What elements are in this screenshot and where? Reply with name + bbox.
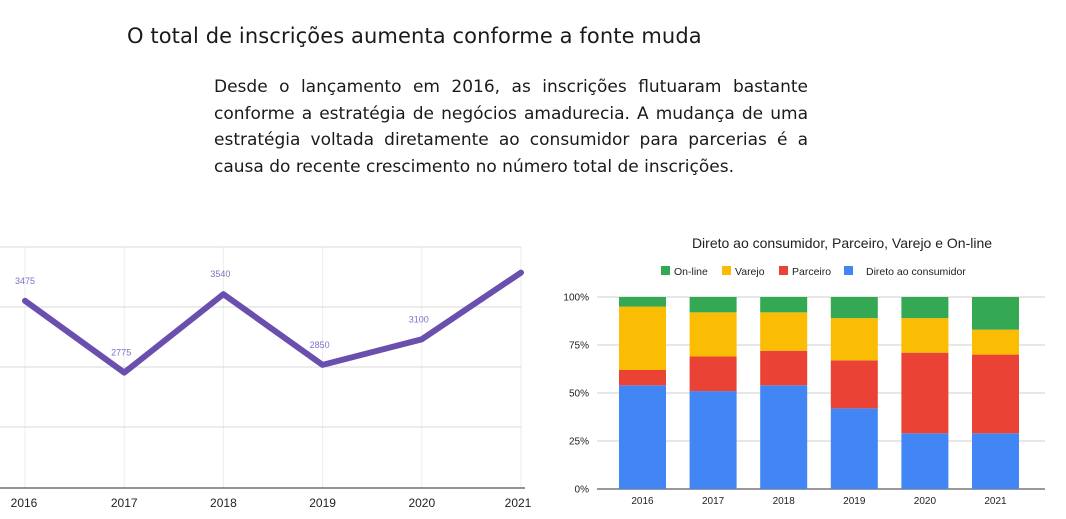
x-tick-label: 2018 — [773, 496, 796, 507]
x-tick-label: 2019 — [309, 496, 336, 510]
bar-segment — [760, 350, 808, 386]
x-tick-label: 2017 — [702, 496, 725, 507]
legend-swatch — [844, 266, 853, 275]
data-label: 2775 — [111, 348, 131, 358]
bar-segment — [901, 318, 949, 353]
legend-entry: On-line — [674, 266, 708, 278]
chart-title: Direto ao consumidor, Parceiro, Varejo e… — [692, 235, 992, 251]
x-tick-label: 2020 — [408, 496, 435, 510]
legend-entry: Direto ao consumidor — [866, 266, 966, 278]
x-tick-label: 2020 — [914, 496, 937, 507]
x-tick-label: 2016 — [631, 496, 654, 507]
bar-segment — [619, 297, 666, 307]
y-tick-label: 75% — [569, 341, 589, 352]
bar-segment — [972, 297, 1019, 330]
series-line — [22, 269, 524, 376]
data-label: 3540 — [210, 269, 230, 279]
legend-swatch — [779, 266, 788, 275]
data-label: 3475 — [15, 276, 35, 286]
x-tick-label: 2021 — [505, 496, 532, 510]
legend-swatch — [722, 266, 731, 275]
bar-segment — [901, 352, 949, 434]
bar-segment — [830, 318, 878, 361]
bar-segment — [972, 329, 1019, 355]
legend-entry: Varejo — [735, 266, 765, 278]
bar-segment — [689, 312, 737, 357]
x-tick-label: 2017 — [111, 496, 138, 510]
bar-segment — [619, 306, 666, 370]
bar-segment — [760, 297, 808, 313]
legend-swatch — [661, 266, 670, 275]
data-label: 3100 — [409, 314, 429, 324]
y-tick-label: 0% — [575, 485, 590, 496]
bar-segment — [689, 356, 737, 392]
bar-segment — [901, 297, 949, 319]
y-tick-label: 25% — [569, 437, 589, 448]
bar-segment — [830, 297, 878, 319]
bar-segment — [830, 360, 878, 409]
x-tick-label: 2018 — [210, 496, 237, 510]
data-label: 2850 — [310, 340, 330, 350]
legend-entry: Parceiro — [792, 266, 831, 278]
bar-segment — [689, 391, 737, 489]
description-paragraph: Desde o lançamento em 2016, as inscriçõe… — [214, 77, 808, 177]
page-title: O total de inscrições aumenta conforme a… — [127, 24, 702, 48]
bar-segment — [830, 408, 878, 489]
bar-segment — [760, 385, 808, 489]
x-tick-label: 2019 — [843, 496, 866, 507]
bar-segment — [689, 297, 737, 313]
bar-segment — [972, 433, 1019, 489]
bar-segment — [901, 433, 949, 489]
bar-segment — [619, 369, 666, 386]
bar-segment — [972, 354, 1019, 434]
bar-segment — [619, 385, 666, 489]
y-tick-label: 50% — [569, 389, 589, 400]
x-tick-label: 2016 — [11, 496, 38, 510]
x-tick-label: 2021 — [984, 496, 1007, 507]
y-tick-label: 100% — [563, 293, 589, 304]
bar-segment — [760, 312, 808, 351]
line-chart: 3475 2775 3540 2850 3100 2016 2017 2018 2019 2020… — [0, 246, 532, 510]
